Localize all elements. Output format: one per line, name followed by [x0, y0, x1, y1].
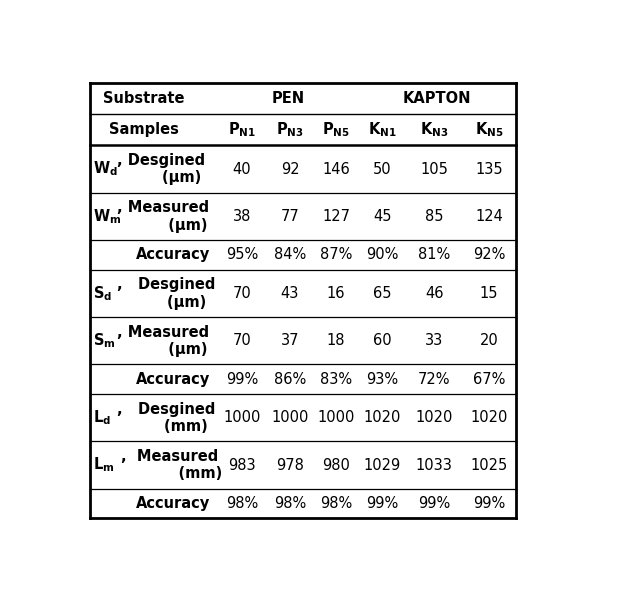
Text: 1020: 1020	[471, 410, 508, 425]
Text: 83%: 83%	[320, 372, 352, 387]
Text: $\mathbf{P_{N5}}$: $\mathbf{P_{N5}}$	[322, 121, 350, 139]
Text: 99%: 99%	[226, 372, 258, 387]
Text: $\mathbf{K_{N1}}$: $\mathbf{K_{N1}}$	[369, 121, 397, 139]
Text: 81%: 81%	[418, 248, 451, 263]
Text: 92: 92	[281, 161, 299, 176]
Text: 15: 15	[480, 286, 498, 301]
Text: 45: 45	[373, 209, 392, 224]
Text: 1000: 1000	[272, 410, 309, 425]
Text: $\mathbf{S_d}$: $\mathbf{S_d}$	[92, 284, 112, 303]
Text: $\mathbf{K_{N3}}$: $\mathbf{K_{N3}}$	[420, 121, 448, 139]
Text: 72%: 72%	[418, 372, 451, 387]
Text: 92%: 92%	[473, 248, 505, 263]
Text: 1000: 1000	[223, 410, 261, 425]
Text: 70: 70	[232, 333, 251, 348]
Text: 1020: 1020	[364, 410, 401, 425]
Text: 84%: 84%	[274, 248, 306, 263]
Text: 85: 85	[425, 209, 444, 224]
Text: Substrate: Substrate	[103, 91, 184, 106]
Text: 37: 37	[281, 333, 299, 348]
Text: 90%: 90%	[367, 248, 399, 263]
Text: 65: 65	[373, 286, 392, 301]
Text: 98%: 98%	[320, 496, 352, 511]
Text: ,   Desgined
        (μm): , Desgined (μm)	[117, 277, 215, 310]
Text: $\mathbf{P_{N3}}$: $\mathbf{P_{N3}}$	[276, 121, 304, 139]
Text: 980: 980	[322, 457, 350, 472]
Text: 105: 105	[421, 161, 448, 176]
Text: 95%: 95%	[226, 248, 258, 263]
Text: 1033: 1033	[416, 457, 453, 472]
Text: 87%: 87%	[320, 248, 352, 263]
Text: 99%: 99%	[367, 496, 399, 511]
Text: 98%: 98%	[226, 496, 258, 511]
Text: Accuracy: Accuracy	[136, 248, 211, 263]
Text: 1020: 1020	[415, 410, 453, 425]
Text: , Measured
          (μm): , Measured (μm)	[117, 325, 209, 357]
Text: Accuracy: Accuracy	[136, 496, 211, 511]
Text: 983: 983	[228, 457, 256, 472]
Text: 124: 124	[475, 209, 503, 224]
Text: $\mathbf{K_{N5}}$: $\mathbf{K_{N5}}$	[475, 121, 503, 139]
Text: 18: 18	[327, 333, 345, 348]
Text: $\mathbf{L_d}$: $\mathbf{L_d}$	[92, 408, 110, 427]
Text: 38: 38	[233, 209, 251, 224]
Text: $\mathbf{P_{N1}}$: $\mathbf{P_{N1}}$	[228, 121, 256, 139]
Text: 67%: 67%	[473, 372, 505, 387]
Text: 99%: 99%	[473, 496, 505, 511]
Text: 146: 146	[322, 161, 350, 176]
Text: , Measured
          (μm): , Measured (μm)	[117, 200, 209, 233]
Text: ,   Desgined
        (mm): , Desgined (mm)	[117, 402, 215, 434]
Text: 1000: 1000	[317, 410, 354, 425]
Text: 60: 60	[373, 333, 392, 348]
Text: $\mathbf{L_m}$: $\mathbf{L_m}$	[92, 456, 114, 474]
Text: 98%: 98%	[274, 496, 306, 511]
Text: 978: 978	[276, 457, 304, 472]
Text: 46: 46	[425, 286, 444, 301]
Text: Samples: Samples	[108, 123, 178, 138]
Text: $\mathbf{W_d}$: $\mathbf{W_d}$	[92, 160, 117, 178]
Text: 40: 40	[232, 161, 251, 176]
Text: ,  Measured
            (mm): , Measured (mm)	[117, 449, 222, 481]
Text: 70: 70	[232, 286, 251, 301]
Text: 86%: 86%	[274, 372, 306, 387]
Text: 99%: 99%	[418, 496, 451, 511]
Text: 1025: 1025	[471, 457, 508, 472]
Text: 1029: 1029	[364, 457, 401, 472]
Text: 50: 50	[373, 161, 392, 176]
Text: Accuracy: Accuracy	[136, 372, 211, 387]
Text: 33: 33	[425, 333, 444, 348]
Text: 77: 77	[281, 209, 299, 224]
Text: 20: 20	[480, 333, 498, 348]
Text: $\mathbf{S_m}$: $\mathbf{S_m}$	[92, 331, 116, 350]
Text: KAPTON: KAPTON	[403, 91, 471, 106]
Text: PEN: PEN	[272, 91, 304, 106]
Text: 93%: 93%	[367, 372, 399, 387]
Text: 43: 43	[281, 286, 299, 301]
Text: 127: 127	[322, 209, 350, 224]
Text: , Desgined
        (μm): , Desgined (μm)	[117, 153, 205, 185]
Text: $\mathbf{W_m}$: $\mathbf{W_m}$	[92, 207, 121, 226]
Text: 135: 135	[475, 161, 503, 176]
Text: 16: 16	[327, 286, 345, 301]
